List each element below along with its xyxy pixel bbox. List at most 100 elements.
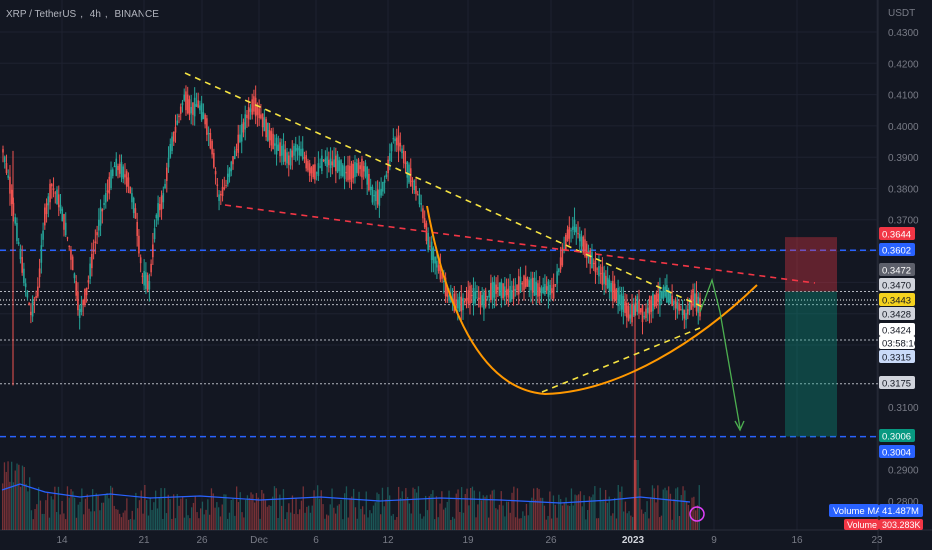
price-axis[interactable]: USDT 0.4300 0.4200 0.4100 0.4000 0.3900 0.3800…: [888, 8, 919, 508]
volume-bar: [338, 504, 340, 530]
volume-bar: [621, 486, 623, 530]
volume-bar: [210, 488, 213, 530]
volume-bar: [309, 512, 312, 530]
volume-bar: [462, 512, 465, 530]
volume-bar: [531, 497, 533, 530]
candle-body: [402, 150, 405, 164]
volume-bar: [410, 513, 412, 530]
alert-icon: [689, 506, 705, 522]
volume-bar: [315, 497, 317, 530]
price-tag-bg: [879, 323, 915, 336]
volume-bar: [502, 505, 504, 530]
volume-bar: [347, 517, 349, 530]
candle-body: [469, 285, 471, 304]
volume-bar: [592, 494, 594, 530]
volume-bar: [538, 489, 540, 530]
candle-body: [626, 302, 628, 318]
price-tag-label: 0.3424: [882, 326, 911, 337]
candle-body: [692, 288, 694, 307]
volume-bar: [21, 465, 24, 530]
volume-bar: [522, 511, 524, 530]
volume-bar: [227, 518, 229, 530]
volume-bar: [72, 491, 74, 530]
candle-body: [3, 156, 6, 163]
candle-body: [460, 296, 463, 312]
volume-bar: [556, 517, 558, 530]
volume-bar: [317, 485, 319, 530]
volume-bar: [313, 490, 315, 530]
candle-body: [33, 302, 36, 304]
candle-body: [385, 174, 388, 178]
volume-bar: [245, 499, 247, 530]
candle-body: [5, 163, 8, 173]
candle-body: [587, 250, 590, 258]
symbol-info[interactable]: XRP / TetherUS, 4h, BINANCE: [6, 9, 159, 20]
volume-bar: [374, 502, 376, 530]
candle-body: [373, 195, 375, 197]
volume-bar: [221, 504, 223, 530]
candle-body: [192, 102, 194, 115]
volume-bar: [655, 502, 657, 530]
horizontal-levels: [0, 249, 878, 438]
volume-bar: [632, 516, 634, 530]
candle-body: [181, 102, 184, 106]
candle-body: [537, 283, 539, 297]
volume-bar: [90, 511, 92, 530]
volume-bar: [185, 498, 187, 530]
candle-body: [233, 150, 236, 159]
candle-body: [164, 183, 166, 189]
candle-body: [92, 250, 95, 252]
price-tag: 0.3428: [879, 307, 915, 321]
volume-bar: [335, 513, 337, 530]
volume-bar: [371, 513, 373, 530]
candle-body: [324, 158, 327, 164]
volume-bar: [425, 495, 427, 530]
volume-bar: [246, 495, 249, 530]
volume-bar: [345, 486, 348, 530]
volume-bar: [650, 497, 652, 530]
candle-body: [594, 260, 597, 273]
volume-bar: [68, 497, 70, 530]
volume-bar: [261, 489, 263, 530]
volume-bar: [529, 501, 531, 530]
volume-bar: [482, 495, 484, 530]
volume-bar: [455, 493, 457, 530]
candle-body: [298, 146, 301, 156]
candle-body: [620, 293, 623, 310]
candle-body: [314, 164, 316, 180]
candle-body: [584, 239, 586, 257]
candle-body: [225, 185, 227, 187]
volume-bar: [662, 489, 664, 530]
candle-body: [70, 249, 72, 260]
volume-bar: [680, 495, 682, 530]
candle-body: [354, 162, 356, 178]
candle-body: [467, 290, 470, 304]
candle-body: [106, 190, 109, 193]
candle-body: [693, 293, 696, 307]
volume-bar: [563, 502, 565, 530]
volume-bar: [398, 486, 400, 530]
volume-bar: [250, 492, 252, 530]
volume-bar: [419, 513, 421, 530]
candle-body: [52, 188, 55, 190]
volume-bar: [444, 507, 447, 530]
candle-body: [646, 307, 649, 313]
candle-body: [145, 272, 147, 289]
volume-bar: [669, 493, 672, 530]
candle-body: [664, 286, 666, 297]
candle-body: [549, 285, 551, 295]
time-tick-label: 23: [871, 535, 883, 546]
volume-bar: [452, 516, 454, 530]
candle-body: [160, 195, 163, 210]
candle-body: [171, 136, 173, 152]
volume-bar: [124, 510, 126, 530]
candle-body: [153, 228, 156, 240]
candle-body: [669, 293, 672, 304]
candle-body: [591, 252, 593, 269]
price-tick-label: 0.4300: [888, 28, 919, 39]
volume-bar: [263, 493, 265, 530]
volume-bar: [142, 513, 144, 530]
price-tag-bg: [879, 429, 915, 442]
time-axis[interactable]: 14 21 26 Dec 6 12 19 26 2023 9 16 23: [56, 535, 883, 546]
